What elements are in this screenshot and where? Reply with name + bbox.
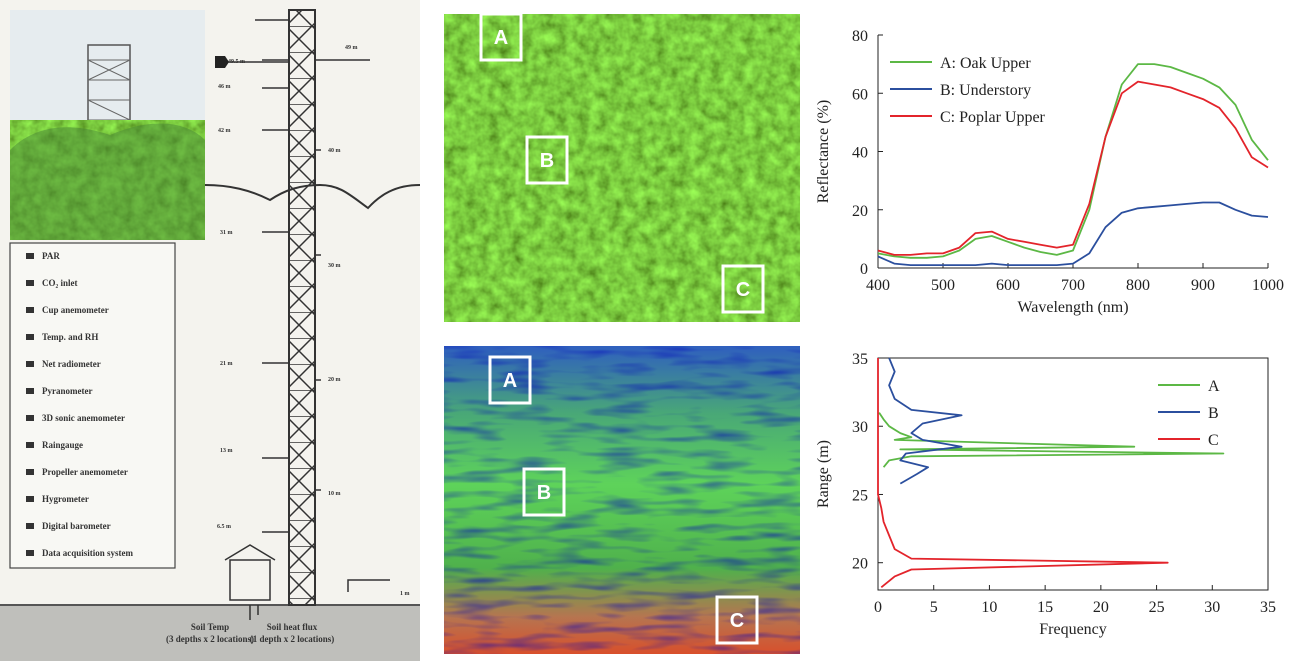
x-axis-title: Wavelength (nm) xyxy=(1017,299,1128,316)
x-tick-label: 30 xyxy=(1204,599,1220,616)
legend-text: PAR xyxy=(42,251,60,261)
legend-text: Temp. and RH xyxy=(42,332,98,342)
figure: PAR CO₂ inlet Cup anemometer Temp. and RH Ne… xyxy=(0,0,1301,661)
legend-text: Pyranometer xyxy=(42,386,92,396)
legend-text: Cup anemometer xyxy=(42,305,109,315)
x-tick-label: 10 xyxy=(981,599,997,616)
tower-diagram: PAR CO₂ inlet Cup anemometer Temp. and RH Ne… xyxy=(0,0,420,661)
legend-text: Net radiometer xyxy=(42,359,101,369)
height-label: 31 m xyxy=(220,230,233,236)
region-label: B xyxy=(537,482,551,504)
legend-icon xyxy=(26,415,34,421)
legend-icon xyxy=(26,307,34,313)
series-line xyxy=(878,64,1268,258)
height-label: 46 m xyxy=(218,84,231,90)
legend-text: CO₂ inlet xyxy=(42,278,77,288)
scale-label: 20 m xyxy=(328,377,341,383)
x-tick-label: 500 xyxy=(931,277,955,294)
region-label: A xyxy=(503,370,517,392)
region-label: B xyxy=(540,150,554,172)
legend-label: A: Oak Upper xyxy=(940,55,1031,72)
x-tick-label: 700 xyxy=(1061,277,1085,294)
legend-text: Hygrometer xyxy=(42,494,89,504)
y-tick-label: 80 xyxy=(852,28,868,45)
y-tick-label: 20 xyxy=(852,203,868,220)
y-tick-label: 40 xyxy=(852,145,868,162)
legend-text: Data acquisition system xyxy=(42,548,134,558)
legend-icon xyxy=(26,469,34,475)
legend-icon xyxy=(26,361,34,367)
ground-label: (3 depths x 2 locations) xyxy=(166,634,254,644)
legend-icon xyxy=(26,496,34,502)
scale-label: 40 m xyxy=(328,148,341,154)
legend-icon xyxy=(26,523,34,529)
legend-text: Raingauge xyxy=(42,440,83,450)
series-line xyxy=(878,358,1168,587)
legend-text: 3D sonic anemometer xyxy=(42,413,125,423)
y-axis-title: Range (m) xyxy=(815,440,832,508)
height-label: 49.5 m xyxy=(228,59,245,65)
legend-text: Digital barometer xyxy=(42,521,111,531)
region-label: A xyxy=(494,27,508,49)
x-tick-label: 1000 xyxy=(1252,277,1284,294)
legend-label: A xyxy=(1208,378,1220,395)
y-tick-label: 20 xyxy=(852,556,868,573)
series-line xyxy=(889,358,962,484)
legend-text: Propeller anemometer xyxy=(42,467,128,477)
ground-label: (1 depth x 2 locations) xyxy=(250,634,335,644)
scale-label: 30 m xyxy=(328,263,341,269)
y-axis-title: Reflectance (%) xyxy=(815,100,832,203)
x-tick-label: 20 xyxy=(1093,599,1109,616)
height-label: 42 m xyxy=(218,128,231,134)
height-label: 1 m xyxy=(400,591,410,597)
legend-label: C xyxy=(1208,432,1219,449)
ground-label: Soil heat flux xyxy=(267,622,318,632)
height-label: 49 m xyxy=(345,45,358,51)
chart: 400 500 600 700 800 900 1000 0 20 40 60 80 Wavelengt… xyxy=(815,28,1284,316)
legend-icon xyxy=(26,550,34,556)
legend-icon xyxy=(26,253,34,259)
region-label: C xyxy=(736,279,750,301)
y-tick-label: 60 xyxy=(852,86,868,103)
x-tick-label: 600 xyxy=(996,277,1020,294)
x-tick-label: 5 xyxy=(930,599,938,616)
legend-label: B: Understory xyxy=(940,82,1031,99)
x-tick-label: 900 xyxy=(1191,277,1215,294)
height-label: 6.5 m xyxy=(217,524,231,530)
ground-label: Soil Temp xyxy=(191,622,229,632)
legend-icon xyxy=(26,280,34,286)
series-line xyxy=(878,82,1268,255)
x-tick-label: 800 xyxy=(1126,277,1150,294)
height-label: 13 m xyxy=(220,448,233,454)
scale-label: 10 m xyxy=(328,491,341,497)
false-color-image xyxy=(444,346,800,654)
y-tick-label: 35 xyxy=(852,351,868,368)
region-label: C xyxy=(730,610,744,632)
x-tick-label: 25 xyxy=(1149,599,1165,616)
y-tick-label: 0 xyxy=(860,261,868,278)
x-axis-title: Frequency xyxy=(1039,621,1107,638)
y-tick-label: 25 xyxy=(852,487,868,504)
legend-label: B xyxy=(1208,405,1219,422)
legend-icon xyxy=(26,388,34,394)
x-tick-label: 35 xyxy=(1260,599,1276,616)
series-line xyxy=(878,203,1268,266)
legend-label: C: Poplar Upper xyxy=(940,109,1046,126)
height-label: 21 m xyxy=(220,361,233,367)
y-tick-label: 30 xyxy=(852,419,868,436)
chart: 0 5 10 15 20 25 30 35 20 25 30 35 Frequency Range (m)… xyxy=(815,351,1276,638)
x-tick-label: 0 xyxy=(874,599,882,616)
x-tick-label: 15 xyxy=(1037,599,1053,616)
x-tick-label: 400 xyxy=(866,277,890,294)
legend-icon xyxy=(26,334,34,340)
legend-icon xyxy=(26,442,34,448)
